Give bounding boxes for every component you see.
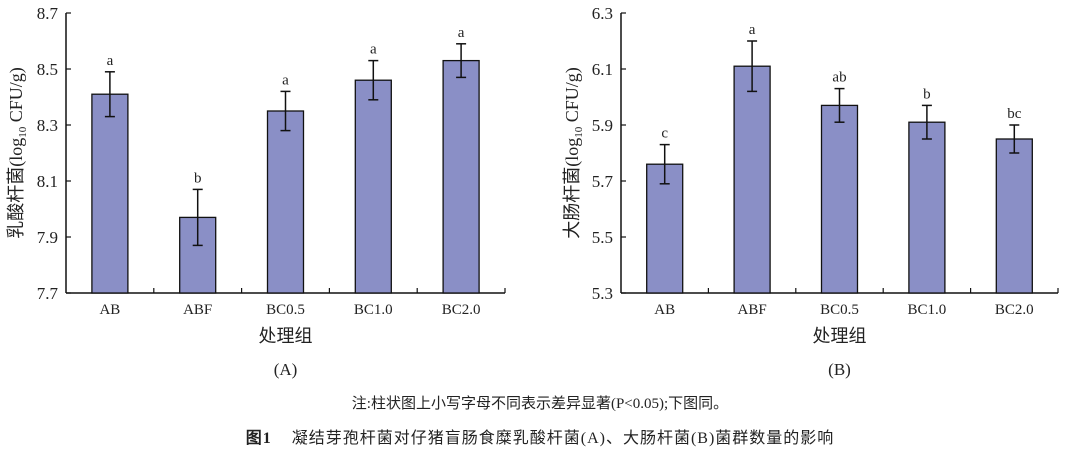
y-tick-label: 5.9 xyxy=(592,116,613,135)
caption-label: 图1 xyxy=(245,430,272,447)
significance-letter: a xyxy=(282,72,289,88)
significance-letter: b xyxy=(194,170,202,186)
significance-letter: b xyxy=(923,86,931,102)
figure-caption: 图1 凝结芽孢杆菌对仔猪盲肠食糜乳酸杆菌(A)、大肠杆菌(B)菌群数量的影响 xyxy=(0,424,1080,448)
bar-BC0.5 xyxy=(820,104,859,294)
significance-letter: bc xyxy=(1007,106,1022,122)
y-tick-label: 8.7 xyxy=(37,4,59,23)
significance-letter: a xyxy=(370,42,377,58)
chart-panel-a: 7.7 7.9 8.1 8.3 8.5 8.7 a AB b ABF a BC0.5 a BC1.0 a BC… xyxy=(6,4,506,379)
bar-ABF xyxy=(733,65,771,294)
y-axis-label: 大肠杆菌(log10 CFU/g) xyxy=(562,67,585,239)
significance-letter: a xyxy=(749,22,756,38)
y-tick-label: 8.3 xyxy=(37,116,58,135)
y-tick-label: 8.1 xyxy=(37,172,58,191)
panel-label: (B) xyxy=(828,360,851,379)
x-tick-label: BC1.0 xyxy=(908,302,947,318)
x-tick-label: BC2.0 xyxy=(442,302,481,318)
caption-text: 凝结芽孢杆菌对仔猪盲肠食糜乳酸杆菌(A)、大肠杆菌(B)菌群数量的影响 xyxy=(291,430,835,447)
y-tick-label: 7.9 xyxy=(37,228,58,247)
x-tick-label: AB xyxy=(654,302,675,318)
bar-BC2.0 xyxy=(995,138,1033,294)
y-tick-label: 5.5 xyxy=(592,228,613,247)
bar-BC0.5 xyxy=(266,110,305,294)
significance-letter: a xyxy=(458,25,465,41)
x-tick-label: AB xyxy=(99,302,120,318)
figure: 7.7 7.9 8.1 8.3 8.5 8.7 a AB b ABF a BC0.5 a BC1.0 a BC… xyxy=(6,4,1059,379)
bar-ABF xyxy=(179,216,217,294)
y-tick-label: 5.3 xyxy=(592,284,613,303)
y-tick-label: 5.7 xyxy=(592,172,614,191)
y-tick-label: 6.3 xyxy=(592,4,613,23)
x-tick-label: BC0.5 xyxy=(266,302,305,318)
bar-BC2.0 xyxy=(442,59,480,294)
x-tick-label: ABF xyxy=(183,302,212,318)
y-tick-label: 8.5 xyxy=(37,60,58,79)
x-tick-label: BC2.0 xyxy=(995,302,1034,318)
significance-letter: ab xyxy=(832,70,846,86)
y-tick-label: 6.1 xyxy=(592,60,613,79)
bar-AB xyxy=(91,93,129,294)
x-axis-label: 处理组 xyxy=(813,326,867,346)
x-tick-label: BC0.5 xyxy=(820,302,859,318)
chart-panel-b: 5.3 5.5 5.7 5.9 6.1 6.3 c AB a ABF ab BC0.5 b BC1.0 bc… xyxy=(562,4,1059,379)
bar-BC1.0 xyxy=(354,79,392,294)
bar-AB xyxy=(646,163,684,294)
bar-BC1.0 xyxy=(908,121,946,294)
panel-label: (A) xyxy=(274,360,298,379)
x-tick-label: BC1.0 xyxy=(354,302,393,318)
significance-letter: a xyxy=(107,53,114,69)
x-tick-label: ABF xyxy=(738,302,767,318)
figure-note: 注:柱状图上小写字母不同表示差异显著(P<0.05);下图同。 xyxy=(351,396,729,412)
y-axis-label: 乳酸杆菌(log10 CFU/g) xyxy=(6,67,29,239)
y-tick-label: 7.7 xyxy=(37,284,59,303)
x-axis-label: 处理组 xyxy=(259,326,313,346)
significance-letter: c xyxy=(661,126,668,142)
